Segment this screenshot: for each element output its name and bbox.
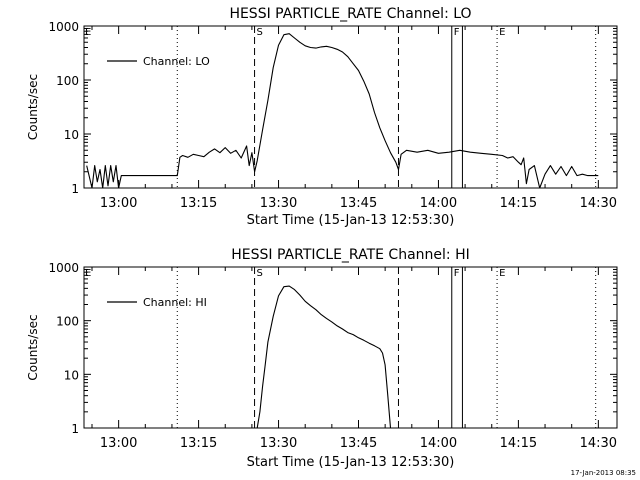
x-tick-label: 13:30 (260, 196, 297, 211)
x-tick-label: 13:30 (260, 436, 297, 451)
event-marker-label: F (454, 268, 460, 279)
y-tick-label: 1000 (48, 261, 79, 275)
series-line (86, 33, 599, 189)
x-tick-label: 14:30 (580, 196, 617, 211)
x-tick-label: 13:45 (340, 436, 377, 451)
event-marker-label: F (454, 27, 460, 38)
y-tick-label: 100 (56, 315, 79, 329)
x-tick-label: 13:00 (100, 196, 137, 211)
y-tick-label: 1 (71, 182, 79, 196)
legend-label: Channel: LO (143, 55, 210, 68)
y-axis-label: Counts/sec (26, 314, 40, 380)
event-marker-label: S (257, 27, 263, 38)
x-tick-label: 14:00 (420, 196, 457, 211)
x-tick-label: 13:15 (180, 436, 217, 451)
y-tick-label: 10 (64, 128, 79, 142)
chart-title: HESSI PARTICLE_RATE Channel: HI (231, 247, 469, 263)
y-tick-label: 10 (64, 368, 79, 382)
event-marker-label: E (499, 268, 505, 279)
legend-label: Channel: HI (143, 296, 207, 309)
x-tick-label: 14:15 (500, 436, 537, 451)
chart-title: HESSI PARTICLE_RATE Channel: LO (229, 6, 471, 22)
x-tick-label: 13:00 (100, 436, 137, 451)
x-tick-label: 14:30 (580, 436, 617, 451)
x-tick-label: 13:15 (180, 196, 217, 211)
x-tick-label: 14:15 (500, 196, 537, 211)
y-tick-label: 1000 (48, 20, 79, 34)
x-axis-label: Start Time (15-Jan-13 12:53:30) (247, 455, 455, 470)
x-tick-label: 14:00 (420, 436, 457, 451)
x-tick-label: 13:45 (340, 196, 377, 211)
event-marker-label: S (257, 268, 263, 279)
y-axis-label: Counts/sec (26, 74, 40, 140)
plot-frame (83, 25, 618, 189)
corner-marker-label: E (85, 268, 91, 279)
y-tick-label: 1 (71, 422, 79, 436)
corner-marker-label: E (85, 27, 91, 38)
plot-frame (83, 266, 618, 429)
event-marker-label: E (499, 27, 505, 38)
series-line (256, 285, 392, 429)
timestamp-label: 17-Jan-2013 08:35 (570, 469, 636, 477)
y-tick-label: 100 (56, 74, 79, 88)
x-axis-label: Start Time (15-Jan-13 12:53:30) (247, 213, 455, 228)
